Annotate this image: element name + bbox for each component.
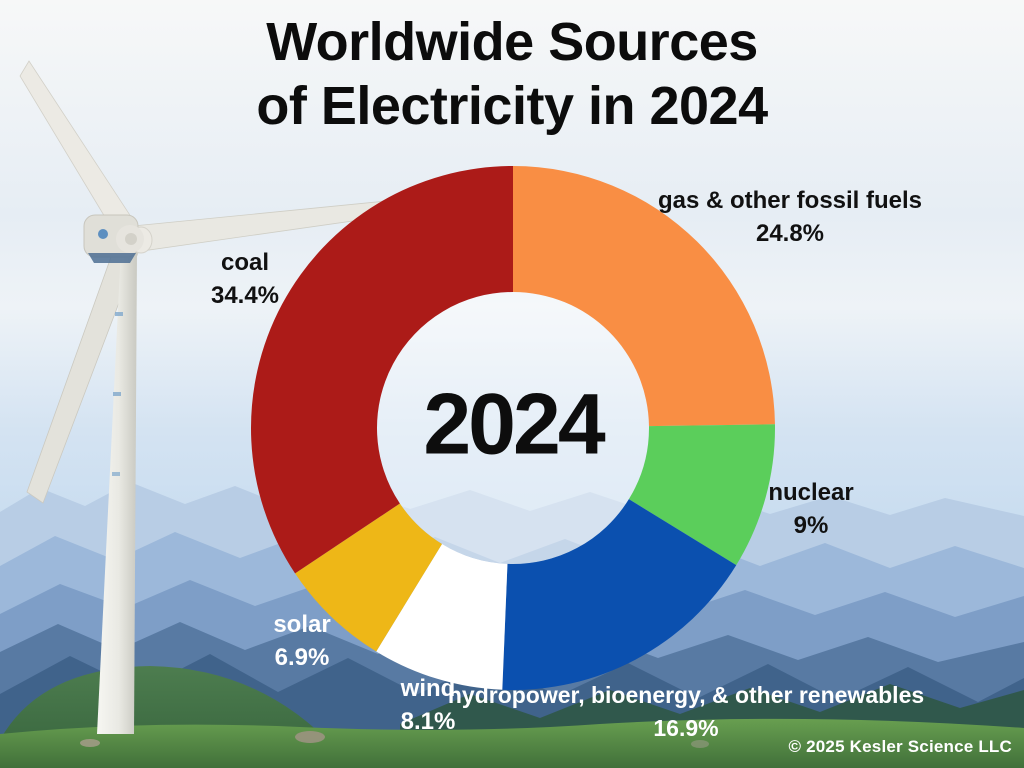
title-line-2: of Electricity in 2024 xyxy=(256,76,768,136)
segment-name: hydropower, bioenergy, & other renewable… xyxy=(447,682,925,708)
donut-segment-coal xyxy=(251,166,513,574)
segment-label-solar: solar 6.9% xyxy=(273,608,330,674)
segment-label-hydropower: hydropower, bioenergy, & other renewable… xyxy=(448,679,924,745)
rock xyxy=(295,731,325,743)
donut-segment-solar xyxy=(295,503,443,652)
segment-label-coal: coal 34.4% xyxy=(211,246,279,312)
nacelle-logo xyxy=(98,229,108,239)
tower-marking xyxy=(115,312,123,316)
donut-segment-nuclear xyxy=(628,424,775,566)
grass-field xyxy=(0,718,1024,768)
segment-name: gas & other fossil fuels xyxy=(657,187,923,214)
segment-label-gas: gas & other fossil fuels 24.8% xyxy=(658,184,922,250)
donut-hole xyxy=(377,292,649,564)
segment-name: nuclear xyxy=(768,479,854,506)
nacelle-underside xyxy=(88,253,136,263)
turbine-tower xyxy=(97,248,137,734)
segment-percent: 24.8% xyxy=(755,220,825,247)
donut-segment-wind xyxy=(376,543,508,690)
segment-label-wind: wind 8.1% xyxy=(401,672,456,738)
segment-name: solar xyxy=(273,611,331,638)
segment-percent: 34.4% xyxy=(210,282,280,309)
tower-marking xyxy=(113,392,121,396)
donut-segment-gas xyxy=(513,166,775,427)
segment-percent: 8.1% xyxy=(400,708,456,735)
copyright-text: © 2025 Kesler Science LLC xyxy=(788,737,1012,756)
rock xyxy=(80,739,100,747)
segment-name: coal xyxy=(220,249,270,276)
title-line-1: Worldwide Sources xyxy=(266,12,758,72)
page-title: Worldwide Sources of Electricity in 2024 xyxy=(0,10,1024,138)
rock xyxy=(691,740,709,748)
segment-label-nuclear: nuclear 9% xyxy=(768,476,853,542)
segment-name: wind xyxy=(400,675,456,702)
segment-percent: 9% xyxy=(793,512,829,539)
hub-center xyxy=(125,233,137,245)
tower-marking xyxy=(112,472,120,476)
donut-segment-hydropower xyxy=(502,499,737,690)
segment-percent: 6.9% xyxy=(274,644,330,671)
chart-center-label: 2024 xyxy=(423,376,605,473)
segment-percent: 16.9% xyxy=(653,715,719,741)
